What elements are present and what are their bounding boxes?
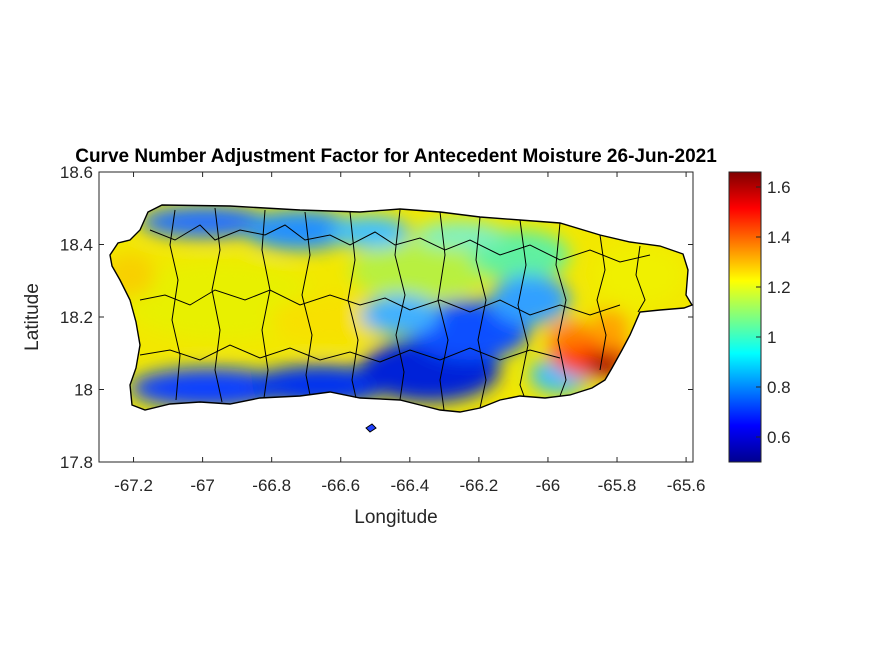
municipality-boundaries (139, 207, 651, 411)
y-tick-label: 18.2 (60, 308, 93, 327)
boundary-line (596, 234, 607, 371)
colorbar (728, 171, 762, 463)
colorbar-tick-label: 0.8 (767, 378, 791, 397)
colorbar-tick-label: 1.2 (767, 278, 791, 297)
y-axis: 17.8 18 18.2 18.4 18.6 (60, 163, 693, 472)
heatmap-blob-east-inland-blue (490, 275, 570, 325)
island-outline (109, 204, 694, 413)
islet (365, 423, 377, 433)
x-axis: -67.2 -67 -66.8 -66.6 -66.4 -66.2 -66 -65.8 -65.… (114, 172, 705, 495)
boundary-line (555, 222, 567, 397)
boundary-line (347, 211, 359, 399)
y-tick-label: 18.6 (60, 163, 93, 182)
boundary-line (394, 209, 406, 401)
y-axis-label: Latitude (22, 283, 43, 351)
x-tick-label: -67 (190, 476, 215, 495)
boundary-line (261, 209, 271, 399)
heatmap-blob-central-green (350, 240, 490, 300)
heatmap-blob-north-blue-central (245, 210, 355, 250)
x-axis-label: Longitude (354, 507, 437, 528)
boundary-line (169, 209, 181, 401)
boundary-line (139, 289, 621, 316)
x-tick-label: -66.4 (390, 476, 429, 495)
boundary-line (301, 211, 313, 396)
boundary-line (635, 245, 646, 313)
colorbar-ticks: 0.6 0.8 1 1.2 1.4 1.6 (756, 178, 791, 447)
x-tick-label: -66.6 (321, 476, 360, 495)
heatmap-blob-east-yellow (595, 245, 685, 305)
heatmap-blob-east-orange (592, 310, 628, 350)
colorbar-tick-label: 1 (767, 328, 776, 347)
colorbar-tick-label: 0.6 (767, 428, 791, 447)
boundary-line (149, 224, 651, 263)
heatmap-blob-north-mint (415, 221, 505, 249)
boundary-line (139, 344, 561, 363)
colorbar-tick-label: 1.4 (767, 228, 791, 247)
y-tick-label: 18 (74, 381, 93, 400)
heatmap-blob-southeast-orange (548, 321, 592, 349)
boundary-line (211, 207, 223, 403)
chart-title: Curve Number Adjustment Factor for Antec… (75, 146, 717, 167)
heatmap-blob-central-yellow (270, 295, 390, 345)
y-tick-label: 17.8 (60, 453, 93, 472)
heatmap-blobs (110, 206, 685, 408)
x-tick-label: -67.2 (114, 476, 153, 495)
x-tick-label: -65.6 (667, 476, 706, 495)
heatmap-blob-north-cyan (330, 216, 410, 248)
boundary-line (437, 211, 449, 411)
x-tick-label: -66 (536, 476, 561, 495)
boundary-line (517, 219, 529, 397)
heatmap-blob-south-blue-west (130, 368, 290, 408)
heatmap-area (110, 205, 692, 412)
x-tick-label: -65.8 (598, 476, 637, 495)
colorbar-tick-label: 1.6 (767, 178, 791, 197)
x-tick-label: -66.2 (460, 476, 499, 495)
y-tick-label: 18.4 (60, 236, 93, 255)
boundary-line (475, 216, 487, 409)
x-tick-label: -66.8 (252, 476, 291, 495)
